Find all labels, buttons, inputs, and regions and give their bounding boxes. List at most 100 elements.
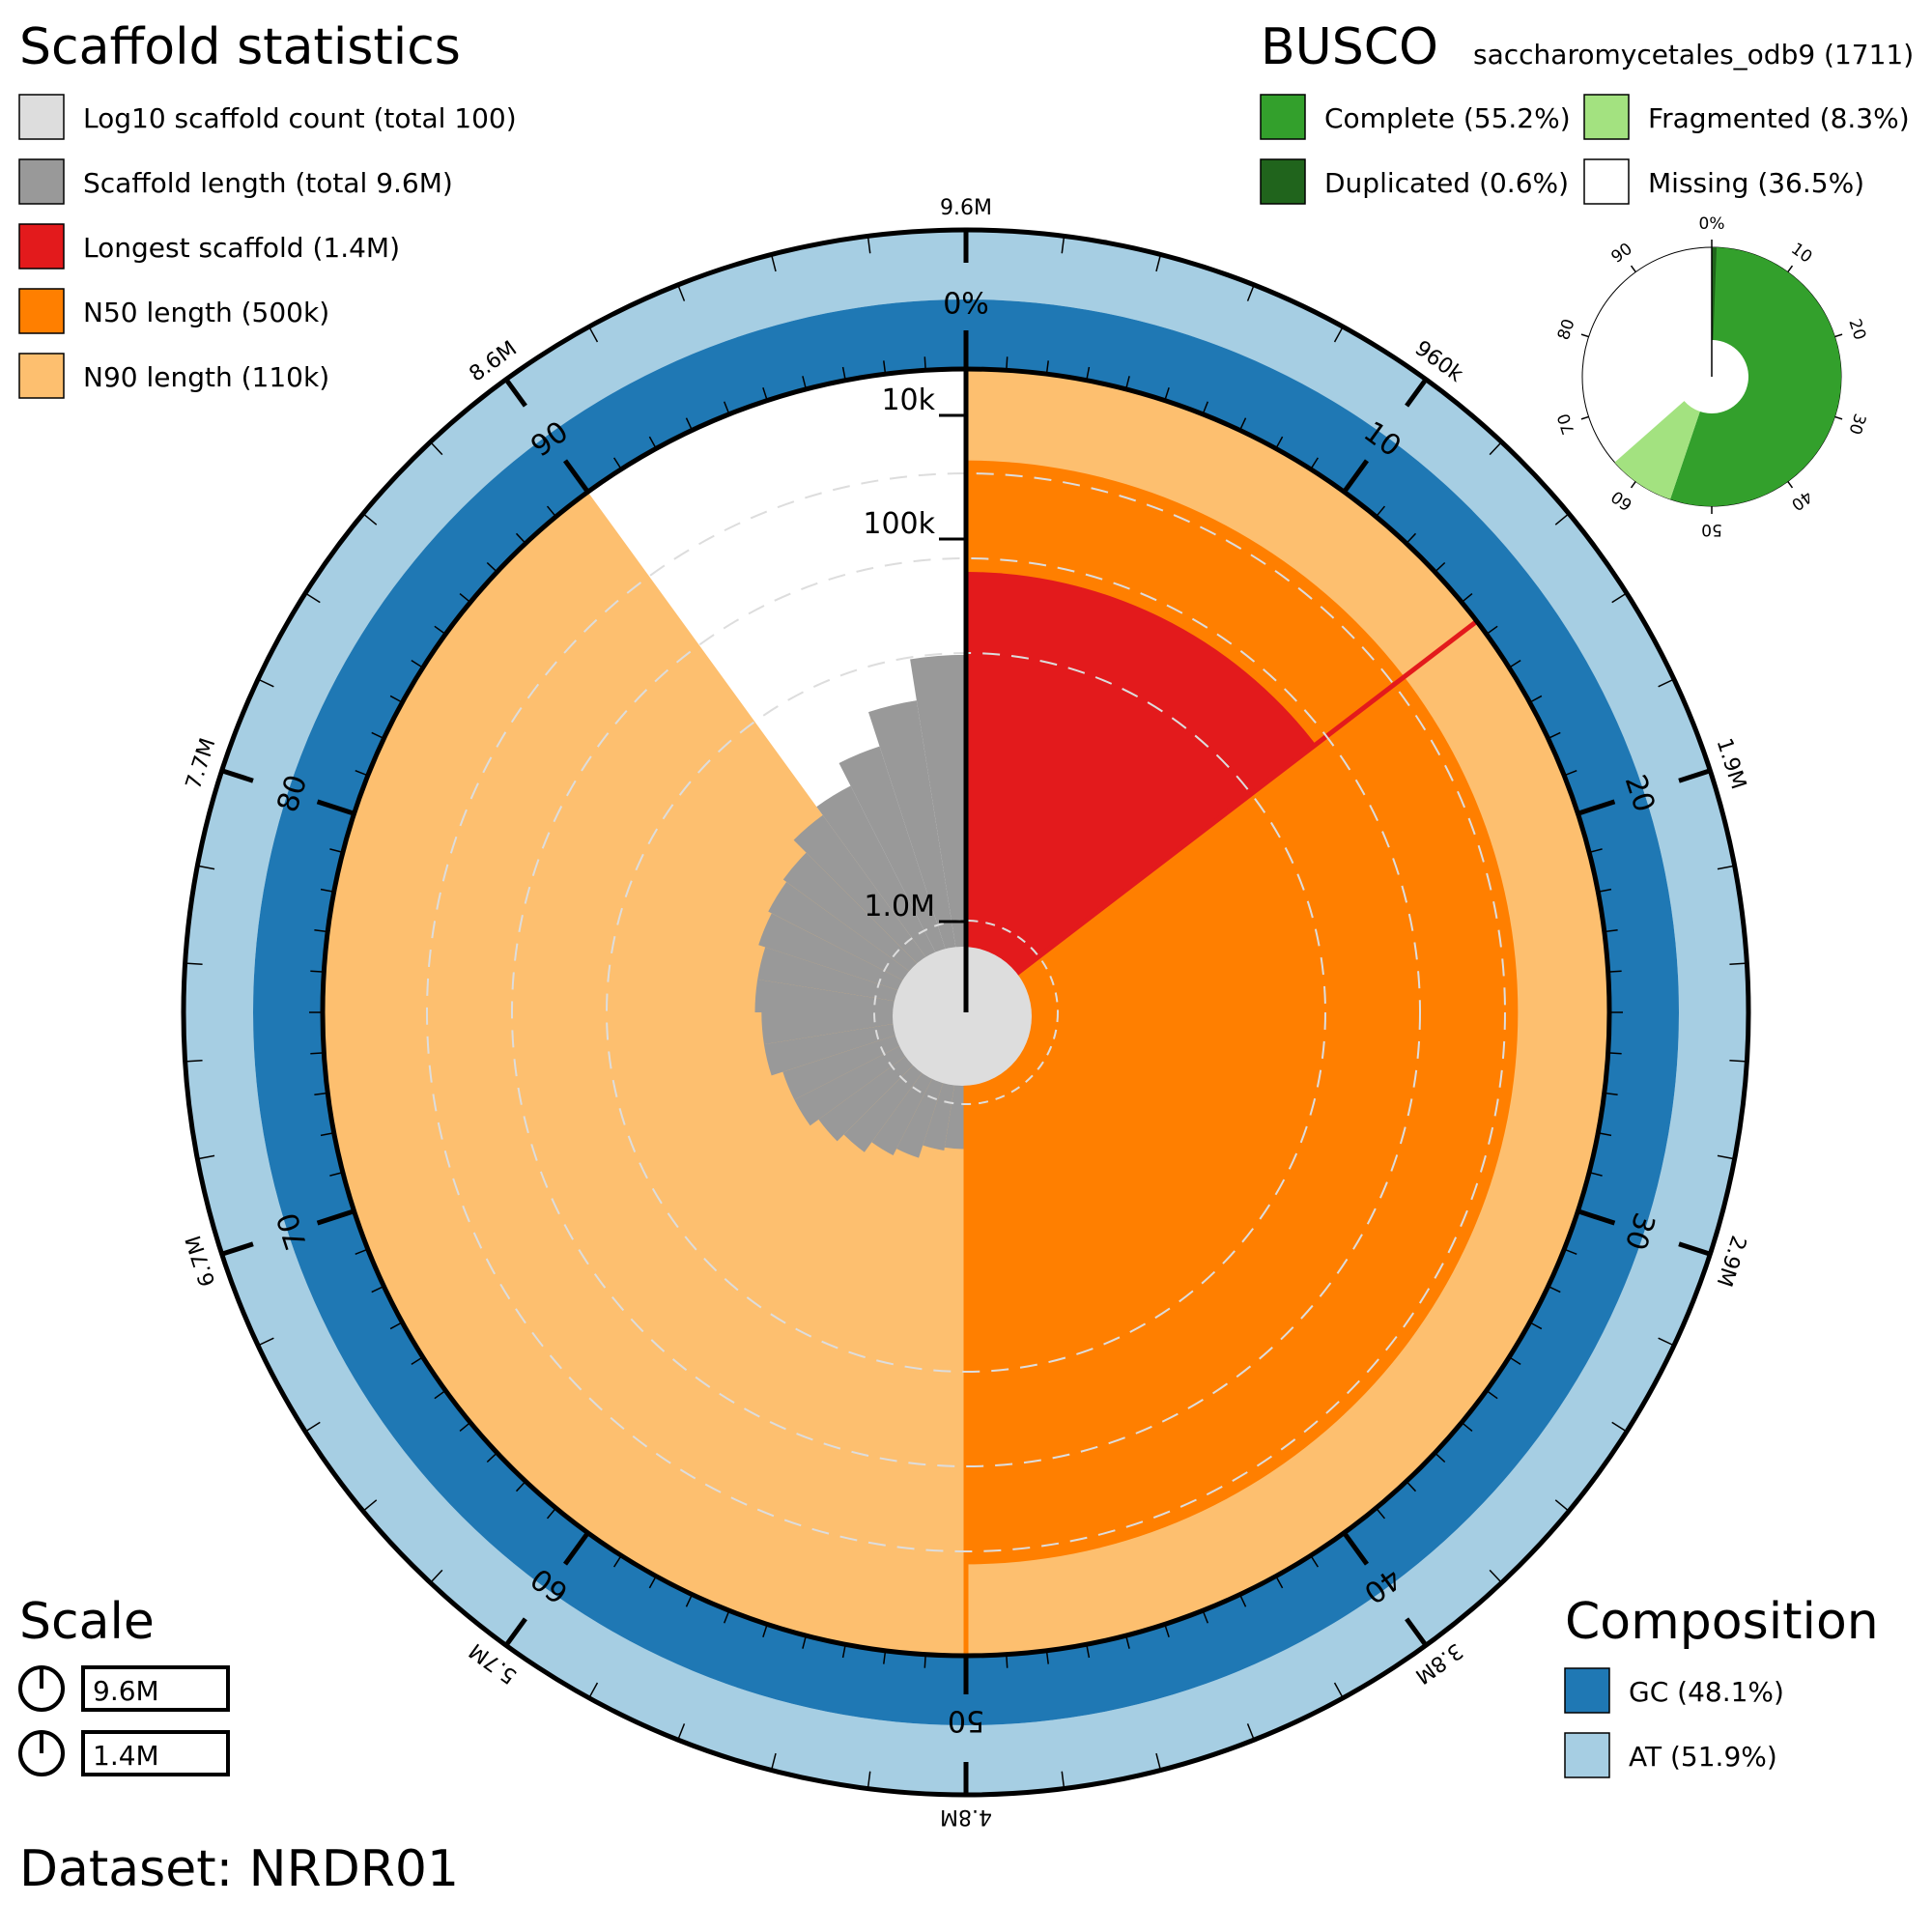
radial-guide-1 — [511, 557, 1421, 1467]
length-minor-tick — [588, 326, 599, 343]
percent-minor-tick — [1275, 1576, 1284, 1589]
busco-donut: 0% 10 20 30 40 50 60 70 80 90 — [1554, 214, 1869, 539]
length-minor-tick — [429, 1569, 443, 1583]
legend-label-n50: N50 length (500k) — [83, 297, 329, 328]
busco-tick-7 — [1580, 415, 1589, 420]
percent-minor-tick — [459, 1421, 471, 1433]
radial-tick-label-2: 10k — [881, 384, 935, 417]
radial-guide-0 — [426, 472, 1506, 1552]
percent-minor-tick — [411, 660, 424, 668]
length-minor-tick — [1554, 1499, 1570, 1512]
length-minor-tick — [304, 592, 321, 604]
length-minor-tick — [1333, 1682, 1344, 1699]
length-minor-tick — [770, 1752, 777, 1771]
length-minor-tick — [429, 441, 443, 456]
percent-minor-tick — [329, 1171, 344, 1177]
percent-minor-tick — [883, 1650, 887, 1664]
percent-minor-tick — [546, 1507, 557, 1520]
percent-minor-tick — [1604, 1092, 1618, 1095]
length-minor-tick — [1554, 513, 1570, 526]
percent-minor-tick — [1164, 387, 1170, 401]
percent-minor-tick — [1588, 848, 1603, 854]
percent-minor-tick — [685, 1594, 694, 1607]
length-minor-tick — [1061, 1771, 1065, 1789]
percent-minor-tick — [320, 888, 334, 893]
length-tick-label-7: 6.7M — [182, 1233, 220, 1290]
percent-minor-tick — [1486, 625, 1498, 636]
length-minor-tick — [770, 254, 777, 272]
length-minor-tick — [197, 865, 215, 870]
length-tick-label-2: 1.9M — [1712, 735, 1750, 792]
legend-label-length: Scaffold length (total 9.6M) — [83, 167, 453, 199]
percent-minor-tick — [1598, 1132, 1612, 1137]
percent-minor-tick — [841, 1644, 846, 1659]
percent-minor-tick — [923, 356, 926, 371]
length-minor-tick — [677, 284, 686, 301]
length-minor-tick — [1489, 1569, 1503, 1583]
percent-minor-tick — [389, 1321, 403, 1330]
scale-label-2: 1.4M — [93, 1740, 159, 1772]
percent-minor-tick — [1588, 1171, 1603, 1177]
percent-minor-tick — [1548, 731, 1561, 740]
busco-tick-label-1: 10 — [1787, 240, 1815, 268]
busco-tick-label-3: 30 — [1844, 411, 1869, 437]
percent-tick-4 — [1342, 1531, 1369, 1566]
percent-minor-tick — [1045, 360, 1049, 375]
percent-minor-tick — [1006, 356, 1009, 371]
length-minor-tick — [1611, 1421, 1628, 1433]
percent-minor-tick — [613, 457, 622, 470]
length-minor-tick — [1061, 236, 1065, 254]
busco-duplicated-arc — [1712, 247, 1718, 341]
percent-minor-tick — [802, 376, 808, 390]
legend-swatch-gc — [1564, 1667, 1610, 1714]
length-minor-tick — [1246, 1723, 1255, 1741]
scale-box-1 — [81, 1665, 230, 1712]
percent-minor-tick — [1434, 1452, 1446, 1463]
percent-minor-tick — [1310, 457, 1319, 470]
busco-title: BUSCO — [1261, 18, 1438, 76]
percent-minor-tick — [1486, 1389, 1498, 1400]
percent-minor-tick — [1508, 660, 1521, 668]
busco-tick-4 — [1787, 480, 1794, 489]
percent-minor-tick — [1375, 1507, 1386, 1520]
length-minor-tick — [1155, 1752, 1162, 1771]
busco-tick-2 — [1834, 333, 1843, 338]
length-minor-tick — [1717, 865, 1735, 870]
composition-legend: GC (48.1%) AT (51.9%) — [1564, 1667, 1784, 1778]
percent-tick-label-0: 0% — [943, 288, 989, 322]
busco-tick-9 — [1630, 265, 1636, 273]
percent-tick-9 — [563, 459, 590, 494]
legend-label-fragmented: Fragmented (8.3%) — [1648, 102, 1910, 134]
scale-legend: 9.6M 1.4M — [18, 1665, 230, 1776]
percent-minor-tick — [1563, 1248, 1577, 1256]
length-minor-tick — [1489, 441, 1503, 456]
legend-swatch-missing — [1583, 158, 1630, 205]
length-minor-tick — [1658, 678, 1675, 688]
percent-tick-6 — [563, 1531, 590, 1566]
scaffold-stats-title: Scaffold statistics — [19, 18, 461, 76]
composition-title: Composition — [1565, 1593, 1879, 1651]
busco-tick-6 — [1630, 480, 1636, 489]
percent-minor-tick — [371, 1285, 384, 1293]
percent-minor-tick — [329, 848, 344, 854]
percent-minor-tick — [355, 769, 369, 777]
legend-swatch-n50 — [18, 288, 65, 334]
percent-minor-tick — [320, 1132, 334, 1137]
scale-box-2 — [81, 1730, 230, 1776]
busco-tick-8 — [1580, 333, 1589, 338]
percent-minor-tick — [1202, 401, 1209, 415]
percent-tick-label-5: 50 — [948, 1704, 984, 1738]
percent-minor-tick — [1006, 1654, 1009, 1668]
length-minor-tick — [867, 236, 871, 254]
legend-swatch-n90 — [18, 353, 65, 399]
percent-minor-tick — [515, 532, 526, 545]
busco-tick-1 — [1787, 265, 1794, 273]
length-minor-tick — [1729, 1059, 1747, 1063]
length-tick-1 — [1405, 378, 1429, 408]
length-minor-tick — [867, 1771, 871, 1789]
legend-swatch-fragmented — [1583, 94, 1630, 140]
percent-minor-tick — [648, 1576, 657, 1589]
percent-minor-tick — [411, 1356, 424, 1365]
percent-minor-tick — [546, 505, 557, 518]
percent-minor-tick — [389, 695, 403, 703]
